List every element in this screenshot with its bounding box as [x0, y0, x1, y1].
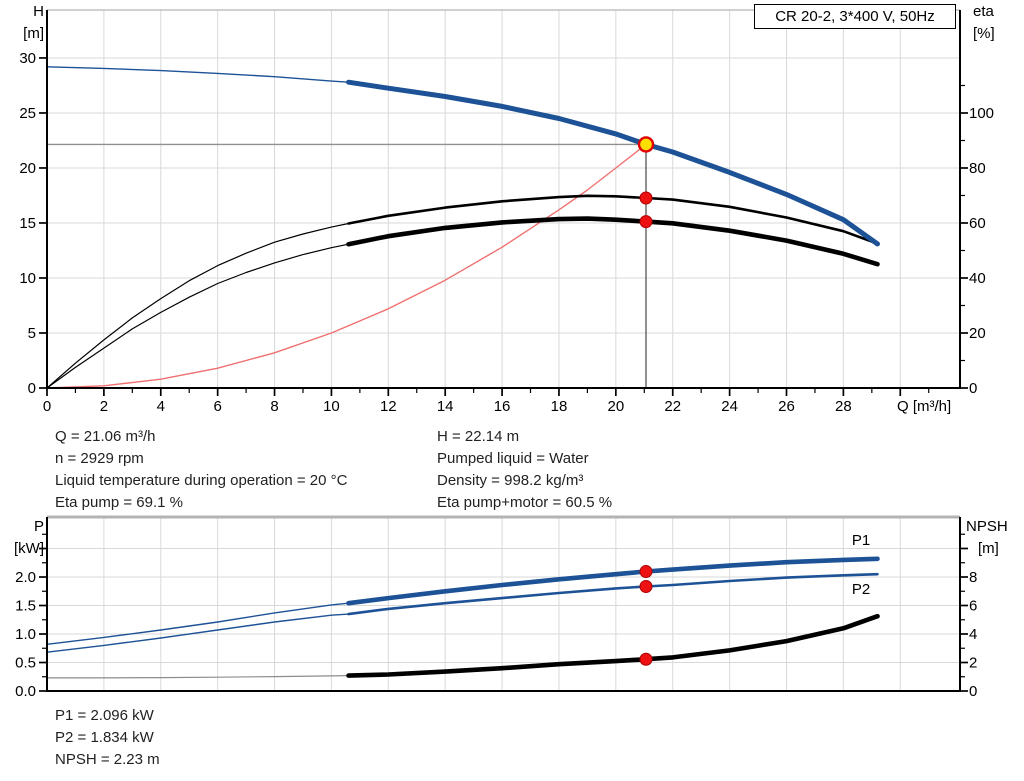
p2-dot — [639, 579, 653, 593]
eta-pump-dot — [639, 191, 653, 205]
y-left-tick-label: 0 — [28, 380, 36, 397]
info-p1: P1 = 2.096 kW — [55, 707, 154, 724]
curve-system-curve-thin — [46, 143, 647, 389]
x-tick-label: 18 — [551, 398, 568, 415]
y-left-axis-title: [m] — [23, 25, 44, 42]
y-left-axis-title: H — [33, 3, 44, 20]
y-right-tick-label: 8 — [969, 569, 977, 586]
duty-point[interactable] — [637, 136, 655, 153]
y-left-tick-label: 10 — [19, 270, 36, 287]
info-eta-pump-motor: Eta pump+motor = 60.5 % — [437, 494, 613, 511]
x-tick-label: 22 — [664, 398, 681, 415]
info-eta-pump: Eta pump = 69.1 % — [55, 494, 183, 511]
pump-model-box: CR 20-2, 3*400 V, 50Hz — [754, 4, 956, 29]
info-speed: n = 2929 rpm — [55, 450, 144, 467]
info-npsh: NPSH = 2.23 m — [55, 751, 160, 768]
x-tick-label: 12 — [380, 398, 397, 415]
info-pumped-liquid: Pumped liquid = Water — [437, 450, 589, 467]
x-tick-label: 20 — [608, 398, 625, 415]
y-left-tick-label: 2.0 — [15, 569, 36, 586]
y-right-tick-label: 100 — [969, 105, 994, 122]
chart-bottom[interactable]: 0.0 0.5 1.0 1.5 2.0 0 2 4 6 8 P [kW] NPSH [m] P1 P2 — [14, 515, 1008, 700]
x-tick-label: 4 — [157, 398, 165, 415]
power-info: P1 = 2.096 kW P2 = 1.834 kW NPSH = 2.23 … — [55, 705, 160, 771]
curve-eta-pump-motor — [346, 216, 880, 267]
y-left-axis-title: P — [34, 518, 44, 535]
info-liquid-temp: Liquid temperature during operation = 20… — [55, 472, 348, 489]
y-right-tick-label: 40 — [969, 270, 986, 287]
curve-head — [346, 79, 880, 247]
y-right-tick-label: 0 — [969, 380, 977, 397]
info-density: Density = 998.2 kg/m³ — [437, 472, 584, 489]
curve-eta-pump-motor-thin — [46, 218, 879, 389]
y-right-tick-label: 0 — [969, 683, 977, 700]
x-tick-label: 14 — [437, 398, 454, 415]
npsh-dot — [639, 652, 653, 666]
duty-info-left: Q = 21.06 m³/h n = 2929 rpm Liquid tempe… — [55, 426, 347, 514]
series-label-p1: P1 — [852, 532, 870, 549]
y-right-axis-title: [%] — [973, 25, 995, 42]
y-left-axis-title: [kW] — [14, 540, 44, 557]
y-left-tick-label: 1.0 — [15, 626, 36, 643]
info-head: H = 22.14 m — [437, 428, 520, 445]
x-tick-label: 2 — [100, 398, 108, 415]
curve-p2-thin — [46, 573, 879, 653]
y-right-axis-title: [m] — [978, 540, 999, 557]
x-tick-label: 6 — [213, 398, 221, 415]
x-tick-label: 26 — [778, 398, 795, 415]
p1-dot — [639, 565, 653, 579]
x-tick-label: 8 — [270, 398, 278, 415]
y-left-tick-label: 15 — [19, 215, 36, 232]
y-left-tick-label: 1.5 — [15, 598, 36, 615]
curve-head-thin — [46, 66, 879, 245]
info-p2: P2 = 1.834 kW — [55, 729, 154, 746]
y-right-tick-label: 4 — [969, 626, 977, 643]
curve-p2 — [347, 572, 879, 616]
curve-npsh — [346, 613, 880, 678]
x-tick-label: 0 — [43, 398, 51, 415]
y-right-axis-title: eta — [973, 3, 995, 20]
y-left-tick-label: 5 — [28, 325, 36, 342]
y-right-tick-label: 2 — [969, 654, 977, 671]
y-right-tick-label: 80 — [969, 160, 986, 177]
x-axis-title: Q [m³/h] — [897, 398, 951, 415]
x-tick-label: 28 — [835, 398, 852, 415]
curve-eta-pump — [347, 194, 879, 245]
y-right-tick-label: 20 — [969, 325, 986, 342]
y-left-tick-label: 30 — [19, 50, 36, 67]
x-tick-label: 24 — [721, 398, 738, 415]
y-right-tick-label: 60 — [969, 215, 986, 232]
info-flow: Q = 21.06 m³/h — [55, 428, 156, 445]
chart-top[interactable]: 0 2 4 6 8 10 12 14 16 18 20 22 24 26 28 Q [m³/h]0510152… — [19, 3, 994, 415]
series-label-p2: P2 — [852, 581, 870, 598]
pump-model-label: CR 20-2, 3*400 V, 50Hz — [775, 8, 935, 25]
x-tick-label: 10 — [323, 398, 340, 415]
y-right-axis-title: NPSH — [966, 518, 1008, 535]
y-left-tick-label: 25 — [19, 105, 36, 122]
curve-p1 — [346, 556, 880, 606]
y-right-tick-label: 6 — [969, 597, 977, 614]
y-left-tick-label: 0.0 — [15, 683, 36, 700]
eta-pump-motor-dot — [639, 215, 653, 229]
y-left-tick-label: 20 — [19, 160, 36, 177]
x-tick-label: 16 — [494, 398, 511, 415]
duty-info-right: H = 22.14 m Pumped liquid = Water Densit… — [437, 426, 612, 514]
y-left-tick-label: 0.5 — [15, 655, 36, 672]
